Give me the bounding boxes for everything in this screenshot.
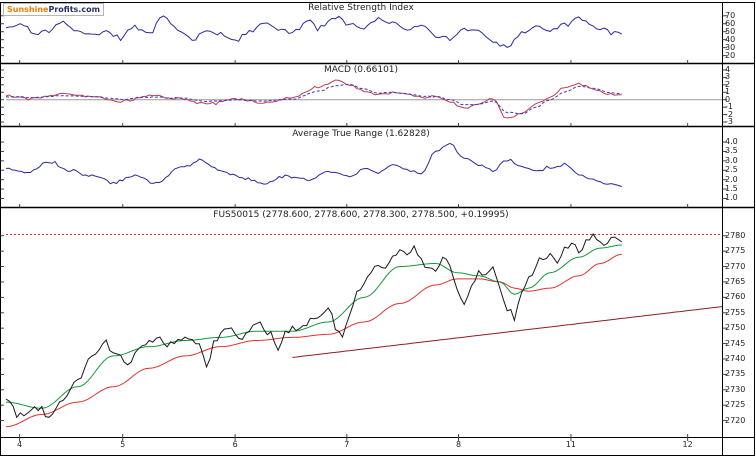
- y-axis-label: 2775: [725, 246, 746, 256]
- y-axis-label: -1: [725, 102, 733, 112]
- x-axis-label: 11: [565, 440, 577, 449]
- y-axis-label: 2780: [725, 230, 746, 240]
- y-axis-label: 2745: [725, 338, 746, 348]
- y-axis-label: 0: [725, 94, 731, 104]
- y-axis-label: 1.0: [725, 193, 738, 203]
- y-axis-label: 2765: [725, 276, 746, 286]
- y-axis-label: 2730: [725, 384, 746, 394]
- y-axis-label: 2755: [725, 307, 746, 317]
- y-axis-label: 40: [725, 34, 736, 44]
- y-axis-label: 2: [725, 79, 731, 89]
- logo-profits-text: Profits.com: [48, 5, 100, 14]
- y-axis-label: 2.0: [725, 174, 738, 184]
- y-axis-label: 2750: [725, 323, 746, 333]
- logo-sunshine-text: Sunshine: [7, 5, 49, 14]
- x-axis-label: 8: [455, 440, 462, 449]
- y-axis-label: 2725: [725, 400, 746, 410]
- y-axis-label: 4: [725, 64, 731, 74]
- y-axis-label: 3.0: [725, 155, 738, 165]
- y-axis-label: 50: [725, 26, 736, 36]
- y-axis-label: 2760: [725, 292, 746, 302]
- y-axis-label: 70: [725, 10, 736, 20]
- y-axis-label: 4.0: [725, 137, 738, 147]
- x-axis-label: 12: [682, 440, 693, 449]
- x-axis-label: 7: [344, 440, 350, 449]
- y-axis-label: 2770: [725, 261, 746, 271]
- y-axis-label: 30: [725, 42, 736, 52]
- sunshineprofits-logo[interactable]: SunshineProfits.com: [3, 3, 104, 16]
- y-axis-label: 2.5: [725, 165, 738, 175]
- y-axis-label: -2: [725, 109, 733, 119]
- x-axis-label: 6: [232, 440, 238, 449]
- y-axis-label: 1.5: [725, 184, 738, 194]
- y-axis-label: 2720: [725, 415, 746, 425]
- y-axis-label: 20: [725, 50, 736, 60]
- y-axis-label: 60: [725, 18, 736, 28]
- y-axis-label: 3.5: [725, 146, 738, 156]
- x-axis-label: 5: [120, 440, 126, 449]
- x-axis-label: 4: [17, 440, 23, 449]
- y-axis-label: 3: [725, 72, 731, 82]
- y-axis-label: 1: [725, 87, 731, 97]
- y-axis-label: 2740: [725, 353, 746, 363]
- y-axis-label: -3: [725, 117, 733, 127]
- y-axis-label: 2735: [725, 369, 746, 379]
